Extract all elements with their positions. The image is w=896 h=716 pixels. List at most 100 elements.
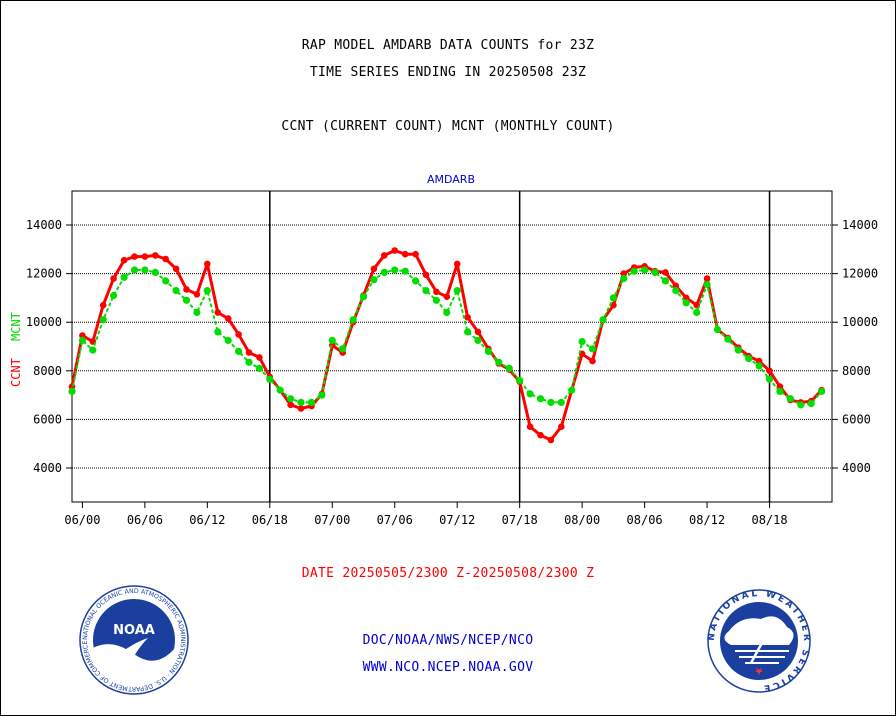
data-point-mcnt	[578, 338, 586, 346]
x-tick-label: 07/00	[314, 513, 350, 527]
data-point-mcnt	[235, 347, 243, 355]
data-point-mcnt	[120, 273, 128, 281]
data-point-mcnt	[276, 386, 284, 394]
data-point-ccnt	[141, 253, 149, 260]
data-point-mcnt	[474, 336, 482, 344]
data-point-ccnt	[235, 331, 242, 338]
grid-lines	[72, 224, 832, 469]
data-point-ccnt	[99, 301, 107, 309]
data-point-mcnt	[724, 335, 732, 343]
data-point-ccnt	[703, 275, 711, 282]
data-point-ccnt	[183, 286, 190, 293]
data-point-ccnt	[766, 367, 773, 375]
data-point-mcnt	[526, 390, 534, 398]
data-point-mcnt	[807, 400, 815, 408]
series-mcnt	[68, 266, 826, 409]
data-point-mcnt	[391, 266, 399, 274]
y-tick-label-right: 8000	[842, 364, 871, 378]
y-tick-label-left: 14000	[26, 218, 62, 232]
data-point-ccnt	[422, 271, 430, 279]
data-point-ccnt	[453, 260, 461, 268]
y-tick-label-left: 8000	[33, 364, 62, 378]
data-point-ccnt	[245, 349, 253, 356]
data-point-mcnt	[505, 364, 513, 372]
data-point-mcnt	[443, 308, 451, 317]
data-point-mcnt	[224, 336, 232, 344]
y-axis-right: 4000 6000 8000 10000 12000 14000	[832, 218, 878, 475]
data-point-mcnt	[547, 398, 555, 406]
data-point-ccnt	[193, 291, 201, 298]
data-point-mcnt	[818, 387, 826, 395]
data-point-mcnt	[422, 287, 430, 295]
data-point-mcnt	[172, 287, 180, 295]
data-point-mcnt	[110, 291, 118, 300]
data-point-mcnt	[432, 296, 440, 304]
data-point-mcnt	[287, 395, 295, 403]
data-point-ccnt	[391, 247, 399, 254]
plot-area	[71, 190, 833, 503]
org-label: DOC/NOAA/NWS/NCEP/NCO	[362, 633, 534, 648]
data-point-mcnt	[359, 293, 368, 301]
data-point-mcnt	[536, 395, 545, 403]
data-point-mcnt	[588, 345, 597, 353]
y-tick-label-right: 14000	[842, 218, 878, 232]
data-point-mcnt	[745, 355, 753, 363]
data-point-ccnt	[662, 269, 669, 276]
data-point-ccnt	[224, 315, 232, 322]
data-point-ccnt	[558, 423, 565, 431]
data-point-ccnt	[401, 250, 409, 258]
y-tick-label-left: 12000	[26, 267, 62, 281]
data-point-ccnt	[172, 265, 180, 273]
data-point-ccnt	[412, 250, 419, 258]
data-point-mcnt	[349, 316, 357, 324]
y-tick-label-left: 4000	[33, 461, 62, 475]
date-range-label: DATE 20250505/2300 Z-20250508/2300 Z	[301, 566, 595, 581]
data-point-ccnt	[120, 256, 128, 264]
data-point-mcnt	[703, 280, 711, 289]
data-point-mcnt	[682, 299, 690, 307]
data-point-ccnt	[526, 423, 534, 431]
data-point-ccnt	[443, 293, 451, 301]
x-tick-label: 07/18	[502, 513, 538, 527]
data-point-mcnt	[203, 287, 211, 295]
data-point-ccnt	[256, 354, 263, 361]
data-point-mcnt	[651, 268, 659, 276]
noaa-logo-text: NOAA	[113, 623, 155, 638]
chart-title-line-1: RAP MODEL AMDARB DATA COUNTS for 23Z	[301, 38, 595, 53]
data-point-mcnt	[380, 268, 388, 276]
data-point-mcnt	[641, 266, 649, 274]
data-point-mcnt	[557, 398, 565, 406]
data-point-mcnt	[141, 266, 149, 274]
data-point-mcnt	[266, 375, 274, 383]
chart-legend-line: CCNT (CURRENT COUNT) MCNT (MONTHLY COUNT…	[281, 119, 615, 134]
data-point-ccnt	[547, 436, 555, 444]
data-point-mcnt	[453, 287, 461, 295]
url-label: WWW.NCO.NCEP.NOAA.GOV	[362, 660, 534, 675]
x-axis: 06/00 06/06 06/12 06/18 07/00 07/06 07/12 07/18…	[64, 502, 788, 527]
data-point-mcnt	[484, 347, 492, 355]
data-point-mcnt	[713, 325, 722, 334]
data-point-mcnt	[630, 267, 638, 275]
data-point-mcnt	[182, 296, 191, 304]
data-point-ccnt	[464, 314, 471, 321]
data-point-mcnt	[339, 345, 347, 353]
data-point-ccnt	[370, 265, 378, 273]
series-ccnt	[68, 247, 825, 444]
data-point-ccnt	[204, 260, 211, 268]
y-tick-label-right: 6000	[842, 412, 871, 426]
data-point-mcnt	[89, 346, 97, 354]
noaa-logo: NOAA NATIONAL OCEANIC AND ATMOSPHERIC AD…	[79, 585, 189, 695]
data-point-mcnt	[609, 294, 618, 302]
data-point-ccnt	[214, 309, 222, 316]
data-point-ccnt	[162, 255, 169, 263]
data-point-mcnt	[661, 277, 670, 285]
x-tick-label: 08/12	[689, 513, 725, 527]
data-point-mcnt	[78, 336, 86, 344]
data-point-mcnt	[245, 358, 253, 366]
plot-title: AMDARB	[427, 173, 475, 186]
data-point-mcnt	[495, 358, 503, 366]
data-point-ccnt	[297, 405, 305, 412]
data-point-mcnt	[786, 395, 795, 403]
data-point-mcnt	[568, 386, 576, 394]
